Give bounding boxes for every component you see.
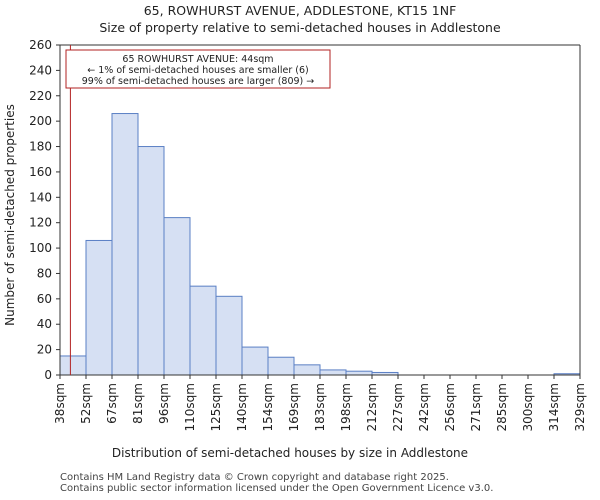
x-tick-label-329sqm: 329sqm <box>573 383 587 431</box>
x-tick-label-52sqm: 52sqm <box>79 383 93 424</box>
annotation-line-3: 99% of semi-detached houses are larger (… <box>82 76 315 87</box>
chart-title: 65, ROWHURST AVENUE, ADDLESTONE, KT15 1N… <box>143 3 457 18</box>
y-tick-label-20: 20 <box>37 343 52 357</box>
x-tick-label-198sqm: 198sqm <box>339 383 353 431</box>
x-tick-label-285sqm: 285sqm <box>495 383 509 431</box>
x-tick-label-242sqm: 242sqm <box>417 383 431 431</box>
x-tick-label-227sqm: 227sqm <box>391 383 405 431</box>
bars-group <box>59 113 581 376</box>
y-tick-label-120: 120 <box>29 216 52 230</box>
x-tick-label-140sqm: 140sqm <box>235 383 249 431</box>
y-tick-label-40: 40 <box>37 317 52 331</box>
annotation-line-1: 65 ROWHURST AVENUE: 44sqm <box>122 54 273 65</box>
x-tick-label-314sqm: 314sqm <box>547 383 561 431</box>
x-tick-label-38sqm: 38sqm <box>53 383 67 424</box>
bar-125sqm <box>215 295 243 376</box>
bar-81sqm <box>137 146 165 376</box>
bar-183sqm <box>319 369 347 376</box>
y-tick-label-220: 220 <box>29 89 52 103</box>
x-tick-label-110sqm: 110sqm <box>183 383 197 431</box>
annotation-border <box>65 49 331 89</box>
bar-140sqm <box>241 346 269 376</box>
bar-198sqm <box>345 370 373 376</box>
bar-67sqm <box>111 113 139 376</box>
y-tick-label-240: 240 <box>29 63 52 77</box>
x-tick-label-169sqm: 169sqm <box>287 383 301 431</box>
chart: 0 20 40 60 80 100 120 140 160 180 200 220 240 260 38s… <box>3 38 587 460</box>
y-tick-label-100: 100 <box>29 241 52 255</box>
footer-line-2: Contains public sector information licen… <box>60 483 494 494</box>
x-tick-label-183sqm: 183sqm <box>313 383 327 431</box>
y-axis-label: Number of semi-detached properties <box>3 104 17 326</box>
y-tick-label-140: 140 <box>29 190 52 204</box>
x-tick-label-300sqm: 300sqm <box>521 383 535 431</box>
x-tick-label-81sqm: 81sqm <box>131 383 145 424</box>
x-ticks: 38sqm 52sqm 67sqm 81sqm 96sqm 110sqm 125sqm 140… <box>53 375 587 431</box>
y-tick-label-180: 180 <box>29 140 52 154</box>
bar-154sqm <box>267 356 295 376</box>
y-tick-label-0: 0 <box>44 368 52 382</box>
x-tick-label-154sqm: 154sqm <box>261 383 275 431</box>
x-tick-label-212sqm: 212sqm <box>365 383 379 431</box>
chart-subtitle: Size of property relative to semi-detach… <box>99 20 501 35</box>
x-tick-label-271sqm: 271sqm <box>469 383 483 431</box>
x-axis-label: Distribution of semi-detached houses by … <box>112 446 468 460</box>
bar-38sqm <box>59 355 87 376</box>
y-ticks: 0 20 40 60 80 100 120 140 160 180 200 220 240 260 <box>29 38 60 382</box>
bar-96sqm <box>163 217 191 376</box>
x-tick-label-96sqm: 96sqm <box>157 383 171 424</box>
y-tick-label-60: 60 <box>37 292 52 306</box>
bar-52sqm <box>85 239 113 376</box>
footer-line-1: Contains HM Land Registry data © Crown c… <box>60 472 449 483</box>
y-tick-label-260: 260 <box>29 38 52 52</box>
x-tick-label-256sqm: 256sqm <box>443 383 457 431</box>
annotation-line-2: ← 1% of semi-detached houses are smaller… <box>87 65 308 76</box>
x-tick-label-67sqm: 67sqm <box>105 383 119 424</box>
bar-169sqm <box>293 364 321 376</box>
y-tick-label-160: 160 <box>29 165 52 179</box>
annotation-box: 65 ROWHURST AVENUE: 44sqm ← 1% of semi-d… <box>65 49 331 89</box>
y-tick-label-200: 200 <box>29 114 52 128</box>
y-tick-label-80: 80 <box>37 266 52 280</box>
x-tick-label-125sqm: 125sqm <box>209 383 223 431</box>
bar-110sqm <box>189 285 217 376</box>
